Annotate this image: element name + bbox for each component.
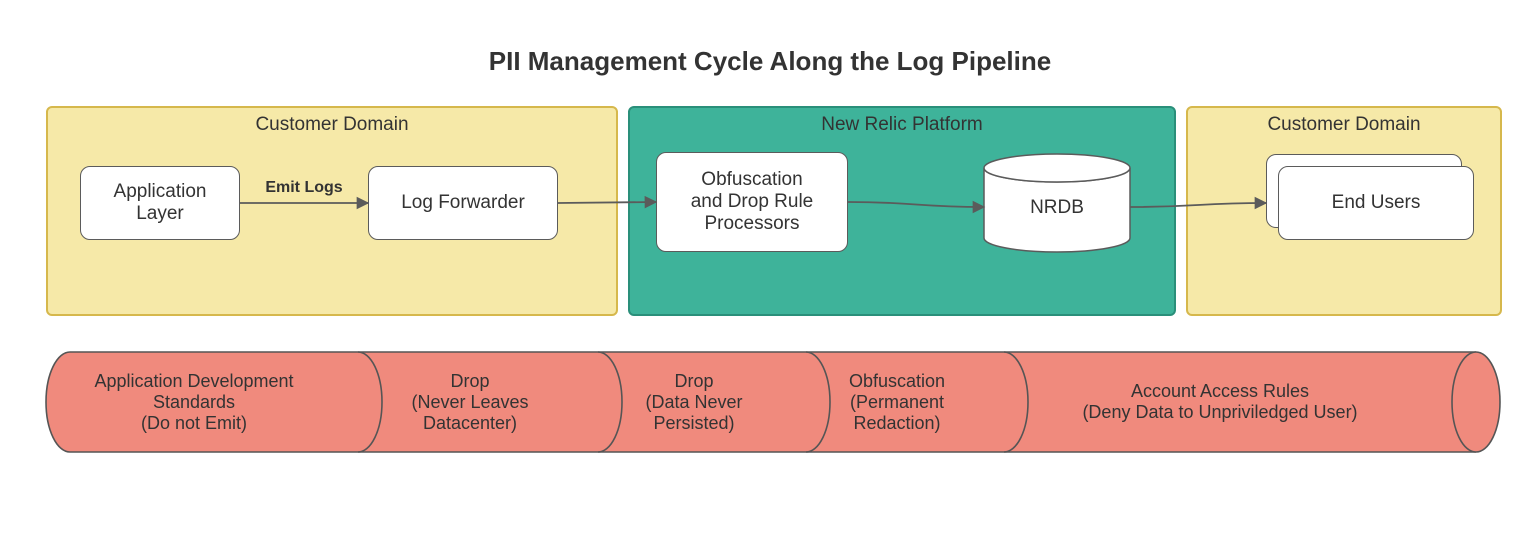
cylinder-segment-s3: Drop (Data Never Persisted) xyxy=(598,352,806,452)
cylinder-segment-label-s2: Drop (Never Leaves Datacenter) xyxy=(411,371,528,434)
node-obf: Obfuscation and Drop Rule Processors xyxy=(656,152,848,252)
region-label-cd1: Customer Domain xyxy=(48,114,616,136)
cylinder-segment-label-s4: Obfuscation (Permanent Redaction) xyxy=(849,371,945,434)
region-label-nrp: New Relic Platform xyxy=(630,114,1174,136)
cylinder-segment-s2: Drop (Never Leaves Datacenter) xyxy=(358,352,598,452)
page-title: PII Management Cycle Along the Log Pipel… xyxy=(0,46,1540,77)
cylinder-segment-s5: Account Access Rules (Deny Data to Unpri… xyxy=(1004,352,1452,452)
cylinder-segment-label-s5: Account Access Rules (Deny Data to Unpri… xyxy=(1082,381,1357,423)
arrow-label-app-fwd: Emit Logs xyxy=(254,179,354,197)
cylinder-segment-s1: Application Development Standards (Do no… xyxy=(46,352,358,452)
region-label-cd2: Customer Domain xyxy=(1188,114,1500,136)
cylinder-segment-s4: Obfuscation (Permanent Redaction) xyxy=(806,352,1004,452)
cylinder-row-rightcap xyxy=(1452,352,1500,452)
node-fwd: Log Forwarder xyxy=(368,166,558,240)
cylinder-segment-label-s3: Drop (Data Never Persisted) xyxy=(645,371,742,434)
node-users: End Users xyxy=(1278,166,1474,240)
cylinder-segment-label-s1: Application Development Standards (Do no… xyxy=(94,371,293,434)
node-app: Application Layer xyxy=(80,166,240,240)
